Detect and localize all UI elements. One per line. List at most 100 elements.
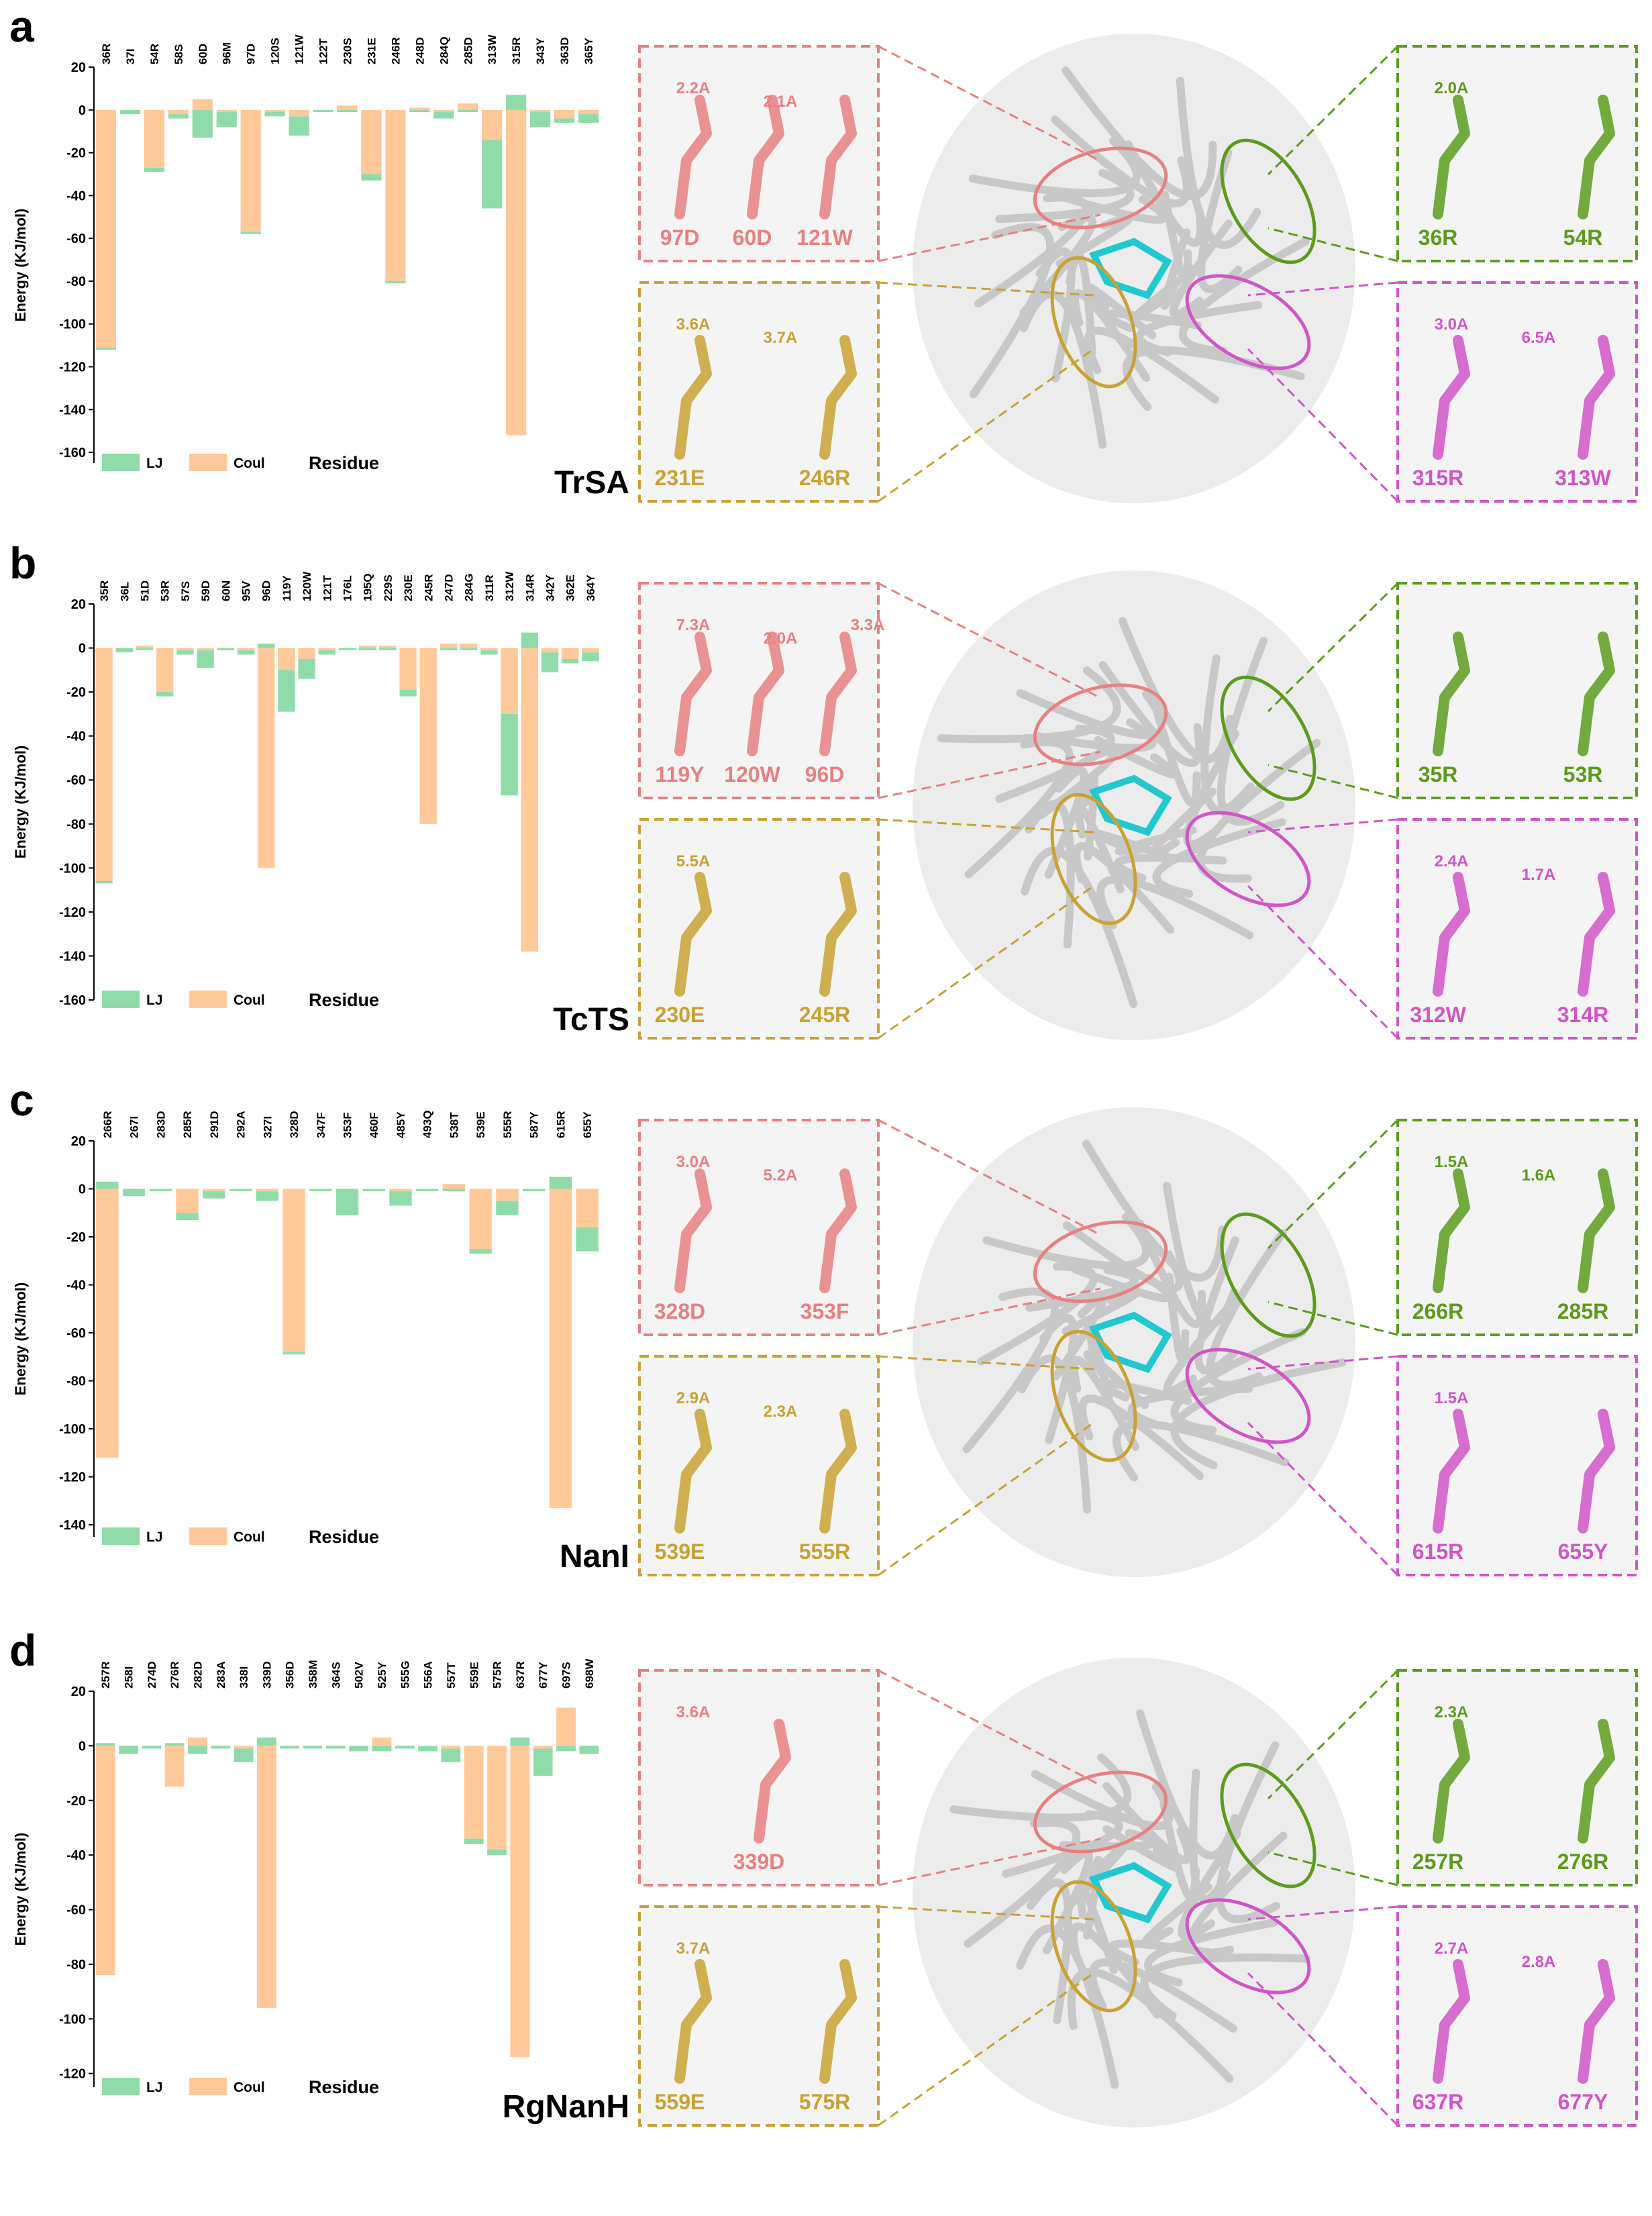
- x-tick-label: 282D: [191, 1661, 204, 1689]
- bar-segment: [562, 648, 579, 659]
- protein-coil: [1176, 77, 1261, 249]
- bar-segment: [216, 111, 237, 128]
- connector: [1267, 582, 1399, 713]
- panel-label: a: [9, 1, 35, 51]
- residue-label: 285R: [1557, 1299, 1609, 1323]
- y-tick-label: 20: [71, 60, 86, 75]
- protein-coil: [1152, 818, 1286, 898]
- site-ellipse: [1033, 1770, 1168, 1854]
- x-tick-label: 615R: [554, 1111, 567, 1138]
- bar-segment: [337, 109, 358, 112]
- bar-segment: [303, 1746, 323, 1749]
- distance-label: 3.3A: [851, 616, 885, 634]
- bar-segment: [372, 1737, 392, 1746]
- protein-coil: [1200, 654, 1255, 815]
- x-tick-label: 54R: [148, 44, 161, 64]
- x-tick-label: 342Y: [544, 574, 557, 601]
- x-tick-label: 292A: [235, 1111, 248, 1138]
- y-tick-label: -20: [66, 146, 86, 161]
- protein-coil: [1082, 1140, 1227, 1282]
- connector: [1247, 885, 1399, 1040]
- y-tick-label: -60: [66, 232, 86, 246]
- inset-box: [638, 1669, 880, 1886]
- y-tick-label: 20: [71, 597, 86, 612]
- connector: [1247, 1905, 1398, 1921]
- residue-label: 119Y: [656, 762, 705, 787]
- protein-coil: [1170, 1328, 1306, 1434]
- x-tick-label: 697S: [560, 1662, 573, 1689]
- x-tick-label: 677Y: [537, 1662, 550, 1689]
- x-tick-label: 315R: [510, 37, 523, 64]
- bar-segment: [530, 109, 551, 112]
- y-tick-label: -80: [66, 817, 86, 832]
- distance-label: 2.8A: [1522, 1953, 1556, 1971]
- residue-stick: [819, 632, 857, 756]
- y-tick-label: 0: [79, 1182, 86, 1197]
- x-tick-label: 119Y: [280, 575, 293, 601]
- bar-segment: [289, 109, 309, 117]
- distance-label: 6.5A: [1522, 329, 1556, 347]
- bar-segment: [487, 1850, 507, 1856]
- bar-segment: [440, 644, 458, 648]
- connector: [878, 45, 1101, 162]
- connector: [878, 1119, 1101, 1236]
- x-tick-label: 37I: [124, 48, 137, 64]
- protein-name: NanI: [560, 1539, 629, 1574]
- site-ellipse: [1033, 1220, 1168, 1303]
- bar-segment: [554, 118, 575, 123]
- bar-segment: [506, 95, 527, 110]
- protein-coil: [1179, 237, 1310, 355]
- connector: [1267, 1669, 1399, 1800]
- x-tick-label: 60D: [197, 44, 209, 64]
- bar-segment: [541, 648, 559, 653]
- bar-segment: [361, 109, 382, 174]
- protein-surface: [913, 1658, 1355, 2127]
- bar-segment: [256, 1746, 276, 2008]
- x-tick-label: 362E: [564, 574, 577, 601]
- x-tick-label: 314R: [523, 574, 536, 601]
- x-tick-label: 60N: [219, 581, 232, 601]
- bar-segment: [149, 1189, 172, 1192]
- panel-label: c: [9, 1075, 34, 1125]
- bar-segment: [361, 174, 382, 181]
- connector: [878, 1355, 1094, 1370]
- y-tick-label: 0: [79, 1739, 86, 1754]
- bar-segment: [501, 713, 518, 796]
- distance-label: 3.0A: [676, 1153, 711, 1171]
- bar-segment: [278, 648, 295, 670]
- residue-label: 539E: [655, 1540, 705, 1564]
- y-tick-label: -160: [59, 993, 86, 1008]
- bar-segment: [379, 648, 397, 650]
- bar-segment: [482, 140, 503, 209]
- bar-segment: [264, 109, 285, 112]
- x-tick-label: 637R: [514, 1661, 527, 1689]
- protein-coil: [1082, 1856, 1103, 1940]
- legend-label: LJ: [146, 2080, 163, 2095]
- residue-label: 120W: [724, 762, 780, 787]
- residue-stick: [1578, 335, 1615, 460]
- bar-segment: [458, 109, 478, 112]
- bar-segment: [313, 109, 333, 112]
- y-tick-label: -40: [66, 729, 86, 744]
- x-tick-label: 285R: [181, 1111, 194, 1138]
- protein-coil: [1067, 1968, 1234, 2083]
- bar-segment: [395, 1746, 415, 1749]
- bar-segment: [237, 650, 255, 655]
- residue-stick: [674, 1168, 712, 1293]
- y-tick-label: -80: [66, 274, 86, 289]
- protein-coil: [1036, 747, 1119, 820]
- bar-segment: [385, 109, 406, 281]
- y-tick-label: -100: [59, 2012, 86, 2027]
- distance-label: 2.3A: [764, 1403, 798, 1421]
- x-tick-label: 35R: [98, 581, 111, 601]
- residue-label: 245R: [799, 1003, 851, 1027]
- site-ellipse: [1220, 1212, 1317, 1338]
- protein-coil: [1136, 1219, 1206, 1329]
- protein-coil: [1082, 772, 1098, 861]
- bar-segment: [203, 1191, 225, 1199]
- y-axis-label: Energy (KJ/mol): [12, 1833, 29, 1946]
- distance-label: 2.9A: [676, 1389, 711, 1407]
- x-tick-label: 258I: [122, 1666, 135, 1689]
- y-tick-label: -20: [66, 1230, 86, 1245]
- residue-label: 246R: [799, 466, 851, 490]
